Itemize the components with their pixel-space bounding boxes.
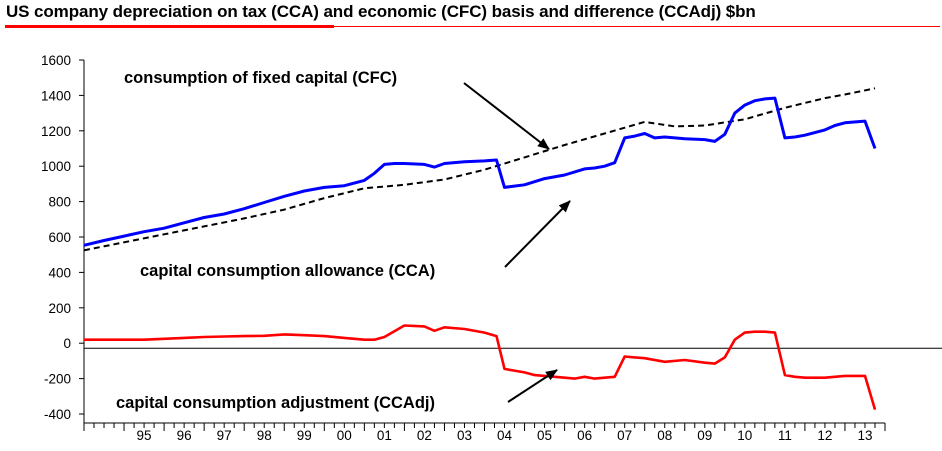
x-tick-label: 06 — [577, 428, 592, 443]
annotations: consumption of fixed capital (CFC) capit… — [116, 69, 571, 412]
series-ccadj — [84, 324, 877, 410]
y-tick-label: -200 — [44, 372, 71, 387]
x-tick-label: 03 — [457, 428, 472, 443]
y-tick-label: 0 — [63, 336, 71, 351]
y-tick-label: 1200 — [41, 124, 71, 139]
x-tick-label: 98 — [257, 428, 272, 443]
series-cfc — [83, 87, 876, 252]
y-tick-label: 1000 — [41, 159, 71, 174]
x-tick-label: 01 — [377, 428, 392, 443]
x-tick-label: 00 — [337, 428, 352, 443]
x-tick-label: 04 — [497, 428, 513, 443]
y-tick-label: 800 — [48, 195, 71, 210]
x-tick-label: 12 — [817, 428, 832, 443]
x-tick-label: 08 — [657, 428, 672, 443]
chart-title: US company depreciation on tax (CCA) and… — [6, 2, 756, 21]
y-tick-label: 1400 — [41, 88, 71, 103]
title-underline-rule — [334, 26, 940, 27]
plot-area — [83, 87, 877, 410]
x-tick-label: 95 — [137, 428, 152, 443]
y-tick-label: -400 — [44, 407, 71, 422]
annotation-cca: capital consumption allowance (CCA) — [140, 262, 435, 280]
title-underline-accent — [5, 25, 334, 28]
arrow-cfc — [463, 82, 550, 150]
series-cca — [83, 96, 877, 247]
y-tick-label: 200 — [48, 301, 71, 316]
annotation-cfc: consumption of fixed capital (CFC) — [124, 69, 397, 87]
arrow-cca — [504, 200, 571, 268]
x-tick-label: 05 — [537, 428, 552, 443]
y-tick-label: 1600 — [41, 53, 71, 68]
x-tick-label: 96 — [177, 428, 192, 443]
arrow-ccadj — [507, 369, 558, 403]
x-tick-label: 02 — [417, 428, 432, 443]
y-tick-label: 400 — [48, 265, 71, 280]
x-tick-label: 09 — [697, 428, 712, 443]
x-tick-label: 97 — [217, 428, 232, 443]
x-tick-label: 11 — [778, 428, 792, 443]
annotation-ccadj: capital consumption adjustment (CCAdj) — [116, 394, 435, 412]
x-tick-label: 99 — [297, 428, 312, 443]
y-tick-label: 600 — [48, 230, 71, 245]
x-tick-label: 13 — [857, 428, 872, 443]
x-tick-label: 07 — [617, 428, 632, 443]
x-tick-label: 10 — [737, 428, 752, 443]
